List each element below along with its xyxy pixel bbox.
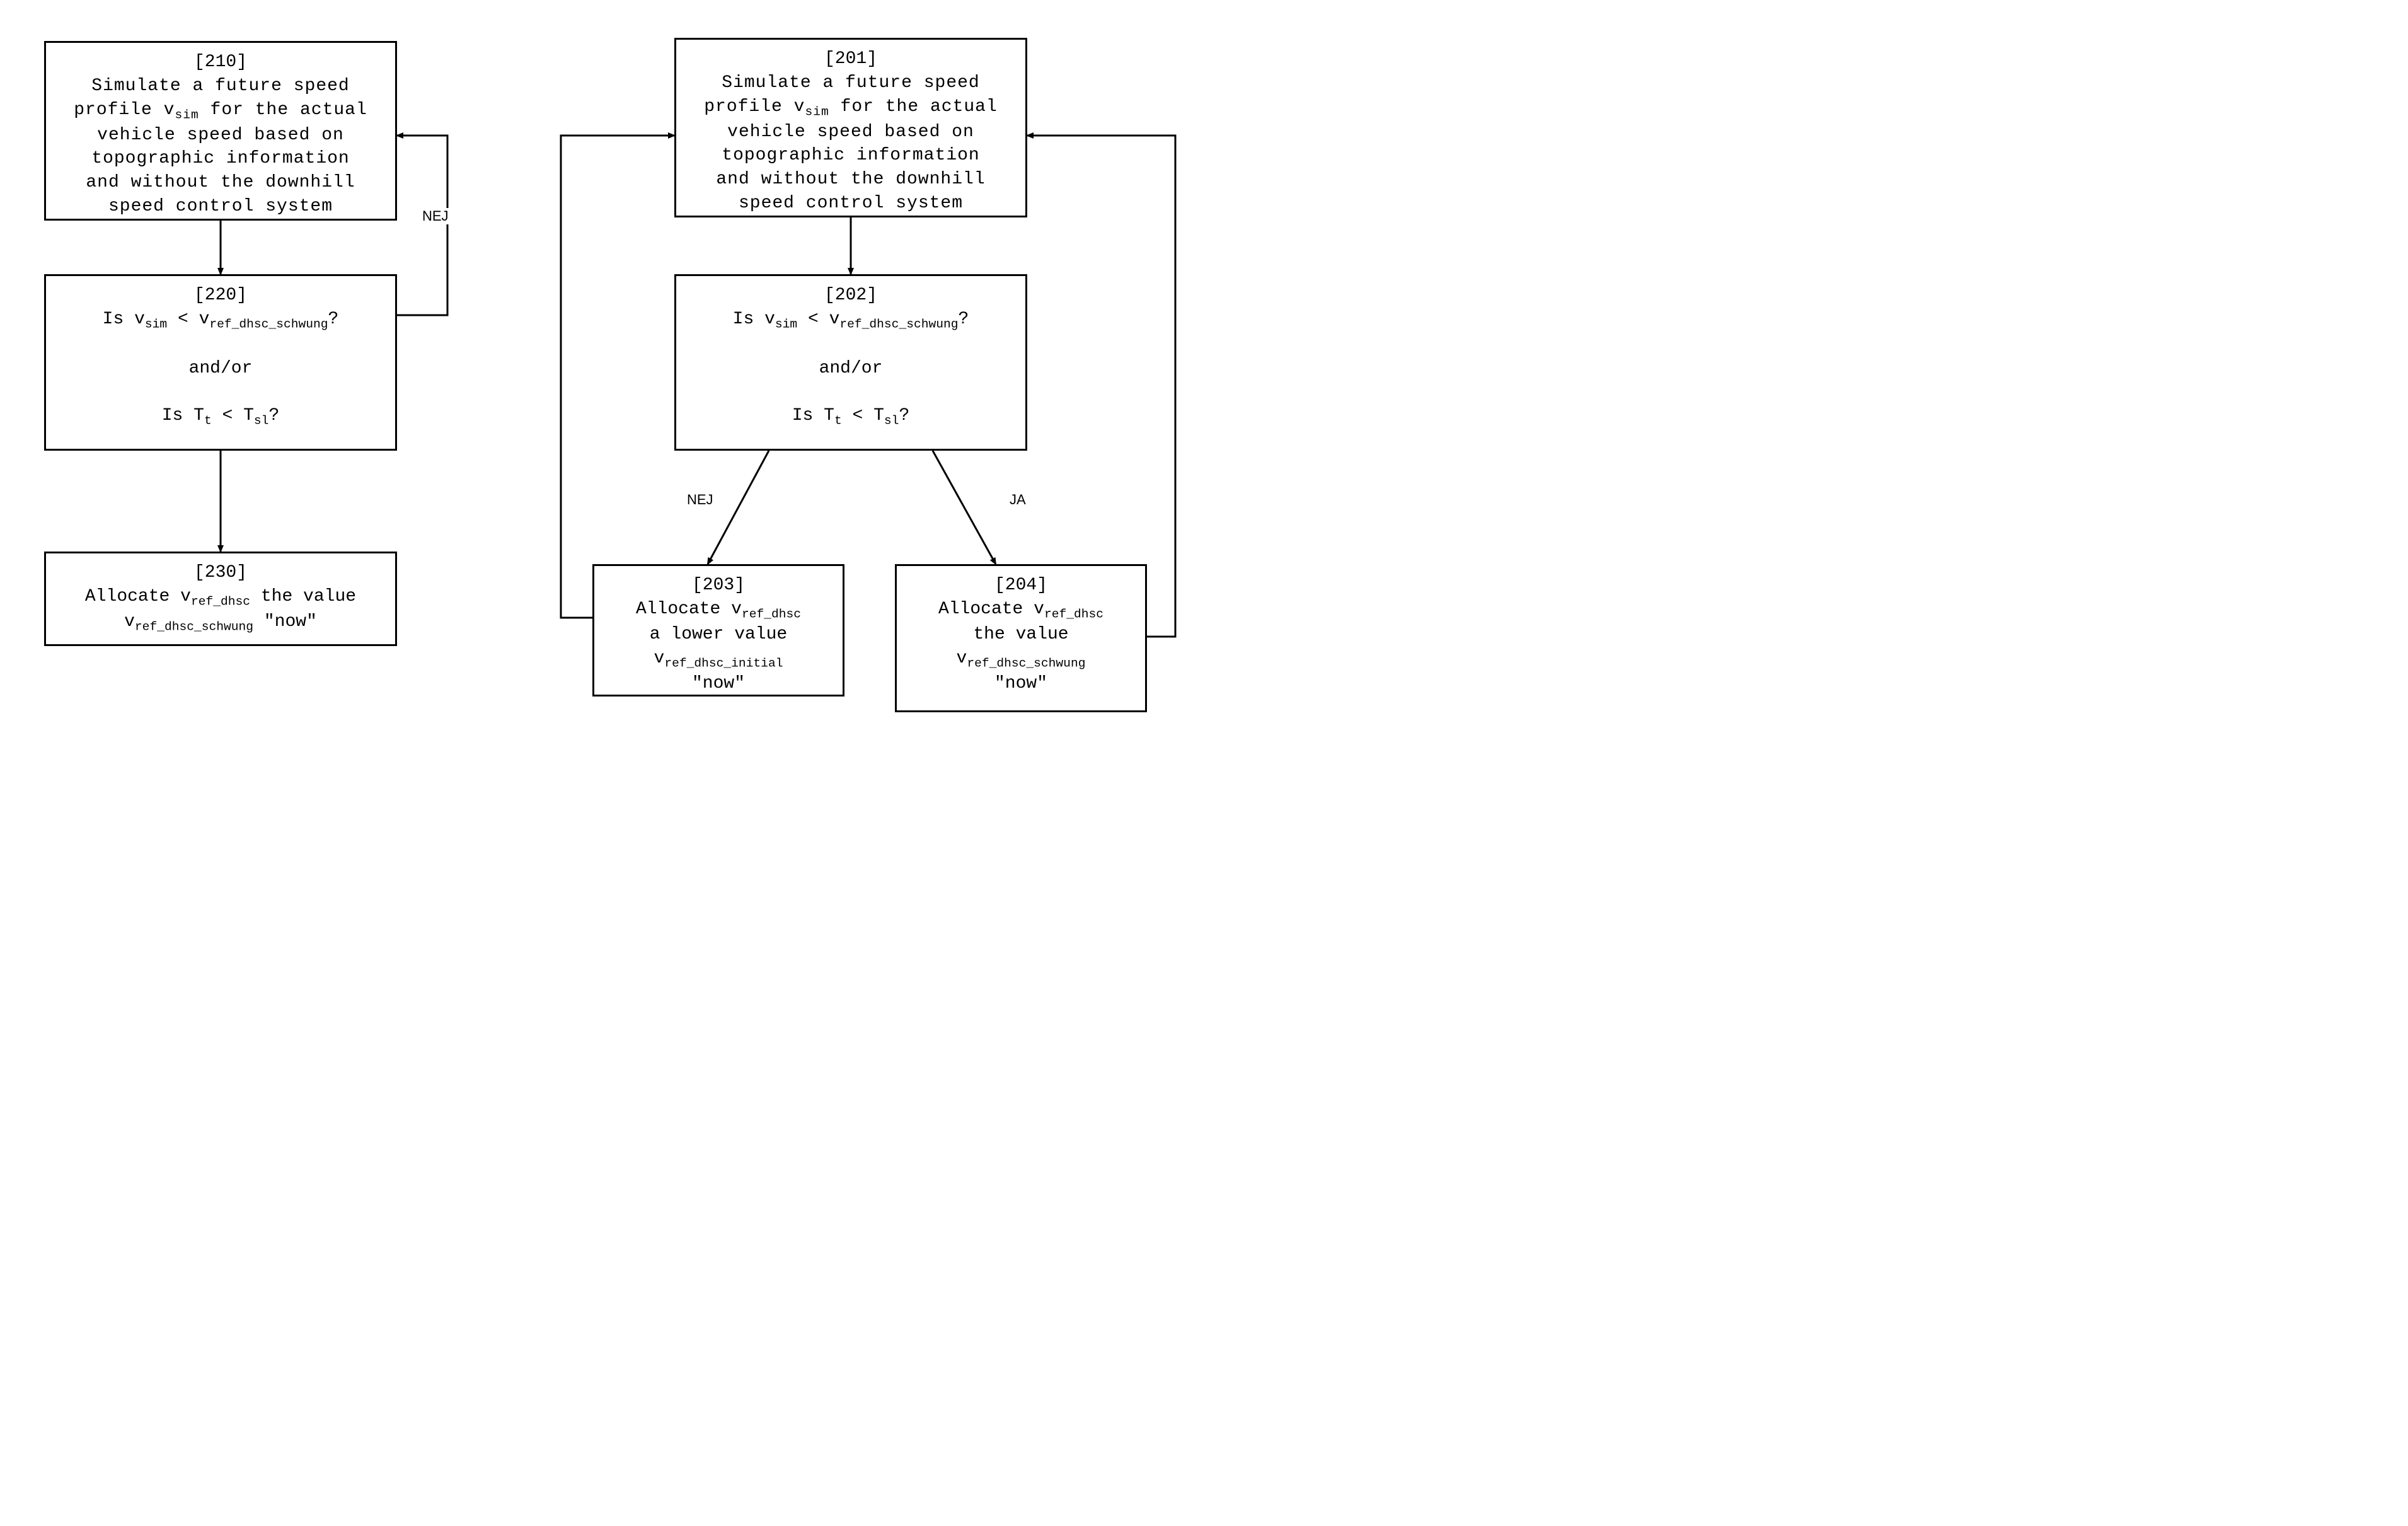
edge-label: NEJ [422,208,449,224]
node-201: [201] Simulate a future speedprofile vsi… [674,38,1027,217]
node-id: [203] [603,574,834,598]
node-text: Simulate a future speedprofile vsim for … [685,71,1017,216]
edge-label: NEJ [687,492,713,508]
node-text: Is vsim < vref_dhsc_schwung? and/or Is T… [685,308,1017,429]
node-id: [230] [55,561,386,585]
node-220: [220] Is vsim < vref_dhsc_schwung? and/o… [44,274,397,451]
node-text: Allocate vref_dhsc the valuevref_dhsc_sc… [55,585,386,635]
node-text: Allocate vref_dhsca lower valuevref_dhsc… [603,598,834,696]
node-id: [220] [55,284,386,308]
node-text: Allocate vref_dhscthe valuevref_dhsc_sch… [906,598,1136,696]
node-id: [202] [685,284,1017,308]
node-202: [202] Is vsim < vref_dhsc_schwung? and/o… [674,274,1027,451]
node-210: [210] Simulate a future speedprofile vsi… [44,41,397,221]
node-text: Is vsim < vref_dhsc_schwung? and/or Is T… [55,308,386,429]
node-id: [210] [55,50,386,74]
node-203: [203] Allocate vref_dhsca lower valuevre… [592,564,844,697]
node-204: [204] Allocate vref_dhscthe valuevref_dh… [895,564,1147,712]
node-id: [204] [906,574,1136,598]
node-text: Simulate a future speedprofile vsim for … [55,74,386,219]
node-id: [201] [685,47,1017,71]
edge-label: JA [1010,492,1026,508]
node-230: [230] Allocate vref_dhsc the valuevref_d… [44,552,397,646]
flowchart-canvas: [210] Simulate a future speedprofile vsi… [25,25,1223,788]
